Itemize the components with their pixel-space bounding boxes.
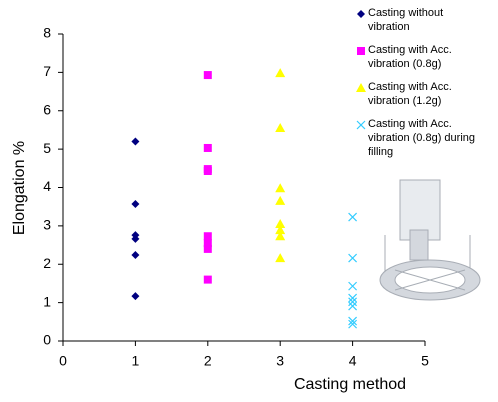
legend: Casting without vibration Casting with Ac…: [355, 6, 495, 168]
x-tick-label: 1: [132, 353, 140, 369]
machine-icon: [379, 179, 481, 301]
legend-label: Casting with Acc. vibration (1.2g): [368, 81, 452, 107]
y-tick-label: 8: [43, 25, 51, 41]
y-axis-label: Elongation %: [11, 141, 28, 235]
point: [203, 275, 212, 284]
point: [203, 239, 212, 248]
point: [348, 297, 358, 307]
legend-swatch: [356, 83, 366, 92]
point: [348, 301, 358, 311]
y-tick-label: 6: [43, 101, 51, 117]
point: [275, 68, 286, 78]
point: [131, 200, 140, 209]
point: [275, 225, 286, 235]
point: [275, 195, 286, 205]
y-tick-label: 1: [43, 293, 51, 309]
x-tick-label: 2: [204, 353, 212, 369]
y-tick-label: 2: [43, 255, 51, 271]
x-tick-label: 5: [421, 353, 429, 369]
point: [348, 316, 358, 326]
point: [131, 137, 140, 146]
legend-label: Casting with Acc. vibration (0.8g): [368, 44, 452, 70]
point: [348, 253, 358, 263]
point: [131, 234, 140, 243]
legend-label: Casting without vibration: [368, 7, 444, 33]
point: [203, 244, 212, 253]
legend-swatch: [357, 47, 365, 55]
point: [275, 183, 286, 193]
legend-swatch: [357, 10, 365, 18]
point: [203, 143, 212, 152]
legend-item: Casting with Acc. vibration (0.8g): [355, 43, 478, 71]
point: [275, 218, 286, 228]
x-axis-label: Casting method: [294, 376, 406, 393]
point: [275, 253, 286, 263]
legend-swatch: [356, 120, 366, 130]
point: [203, 232, 212, 241]
x-tick-label: 3: [276, 353, 284, 369]
y-tick-label: 3: [43, 217, 51, 233]
legend-item: Casting with Acc. vibration (1.2g): [355, 80, 478, 108]
y-tick-label: 4: [43, 178, 51, 194]
y-tick-label: 7: [43, 63, 51, 79]
point: [275, 123, 286, 133]
legend-label: Casting with Acc. vibration (0.8g) durin…: [368, 118, 476, 158]
point: [348, 293, 358, 303]
point: [348, 319, 358, 329]
point: [356, 120, 366, 130]
point: [275, 231, 286, 241]
point: [356, 83, 366, 92]
legend-item: Casting without vibration: [355, 6, 478, 34]
y-tick-label: 0: [43, 332, 51, 348]
point: [348, 212, 358, 222]
point: [357, 10, 365, 18]
point: [131, 292, 140, 301]
y-tick-label: 5: [43, 140, 51, 156]
x-tick-label: 4: [349, 353, 357, 369]
point: [357, 47, 365, 55]
point: [203, 166, 212, 175]
point: [348, 281, 358, 291]
x-tick-label: 0: [59, 353, 67, 369]
point: [203, 71, 212, 80]
point: [131, 251, 140, 260]
legend-item: Casting with Acc. vibration (0.8g) durin…: [355, 117, 478, 159]
